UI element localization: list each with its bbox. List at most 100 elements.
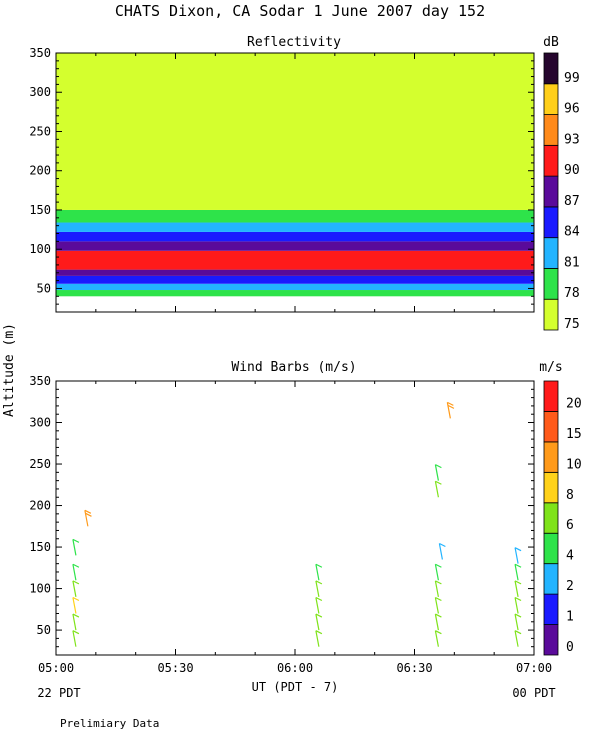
wind-colorbar-swatch bbox=[543, 411, 559, 443]
wind-colorbar-swatch bbox=[543, 593, 559, 625]
wind-barb-staff bbox=[446, 402, 451, 419]
wind-barb-staff bbox=[72, 539, 77, 556]
wind-barb-staff bbox=[514, 580, 519, 597]
wind-title: Wind Barbs (m/s) bbox=[231, 360, 356, 375]
wind-x-tick-label: 06:00 bbox=[277, 661, 313, 675]
refl-layer bbox=[56, 283, 534, 291]
refl-colorbar-swatch bbox=[543, 114, 559, 146]
refl-colorbar-swatch bbox=[543, 52, 559, 85]
wind-barb-feather bbox=[514, 580, 522, 585]
wind-barb-feather bbox=[435, 464, 442, 469]
wind-barb-staff bbox=[315, 630, 320, 647]
wind-barb-staff bbox=[434, 564, 439, 581]
wind-colorbar-swatch bbox=[543, 380, 559, 412]
wind-x-tick-label: 05:00 bbox=[38, 661, 74, 675]
wind-barb-feather bbox=[72, 580, 80, 585]
wind-colorbar-swatch bbox=[543, 441, 559, 473]
wind-barb-staff bbox=[315, 613, 320, 631]
wind-barb bbox=[438, 542, 446, 560]
wind-colorbar-label: 10 bbox=[566, 457, 582, 472]
wind-barb-staff bbox=[434, 630, 439, 647]
wind-barb bbox=[72, 630, 80, 647]
wind-barb-feather bbox=[72, 596, 80, 602]
refl-colorbar-label: 75 bbox=[564, 317, 580, 332]
wind-barb-staff bbox=[315, 597, 320, 614]
wind-barb-staff bbox=[514, 597, 519, 614]
wind-barb-feather bbox=[514, 613, 522, 618]
wind-barb-staff bbox=[434, 481, 439, 498]
wind-colorbar-swatch bbox=[543, 563, 559, 595]
wind-y-tick-label: 150 bbox=[29, 540, 51, 554]
wind-barb-staff bbox=[514, 547, 519, 564]
reflectivity-plot: 50 100 150 200 250 300 350 bbox=[29, 46, 535, 313]
wind-barb-feather bbox=[84, 509, 92, 514]
wind-barb-staff bbox=[514, 613, 519, 631]
wind-barb bbox=[514, 547, 522, 564]
wind-colorbar-label: 15 bbox=[566, 427, 582, 442]
wind-colorbar-label: 1 bbox=[566, 610, 574, 625]
refl-colorbar-swatch bbox=[543, 83, 559, 115]
reflectivity-colorbar: 75 78 81 84 87 90 93 96 99 bbox=[543, 52, 580, 332]
wind-colorbar-label: 6 bbox=[566, 518, 574, 533]
refl-y-tick-label: 100 bbox=[29, 242, 51, 256]
wind-barb-feather bbox=[435, 613, 442, 618]
wind-barb-staff bbox=[438, 543, 443, 560]
wind-colorbar-label: 20 bbox=[566, 396, 582, 411]
wind-barb-staff bbox=[72, 630, 77, 647]
reflectivity-unit: dB bbox=[543, 35, 559, 50]
wind-colorbar-swatch bbox=[543, 502, 559, 534]
refl-y-tick-label: 350 bbox=[29, 46, 51, 60]
wind-barb-staff bbox=[434, 597, 439, 614]
wind-barb-feather bbox=[514, 563, 522, 568]
wind-barb-feather bbox=[435, 563, 442, 568]
wind-barb-feather bbox=[315, 580, 323, 585]
wind-barb bbox=[315, 630, 323, 647]
wind-y-tick-label: 50 bbox=[37, 623, 51, 637]
refl-layer bbox=[56, 250, 534, 270]
refl-colorbar-label: 96 bbox=[564, 102, 580, 117]
refl-y-tick-label: 300 bbox=[29, 85, 51, 99]
wind-barb-feather bbox=[85, 512, 92, 517]
wind-colorbar-label: 0 bbox=[566, 640, 574, 655]
refl-layer bbox=[56, 275, 534, 284]
wind-barb-feather bbox=[435, 480, 442, 485]
refl-colorbar-swatch bbox=[543, 298, 559, 331]
wind-barb bbox=[514, 580, 522, 597]
wind-barb bbox=[434, 480, 442, 498]
wind-barb-staff bbox=[434, 613, 439, 631]
wind-barb-feather bbox=[447, 404, 455, 409]
wind-barb-feather bbox=[514, 596, 522, 602]
wind-unit: m/s bbox=[539, 360, 562, 375]
wind-barb-staff bbox=[434, 580, 439, 597]
wind-barb-feather bbox=[315, 630, 323, 635]
wind-barb-staff bbox=[72, 564, 77, 581]
wind-barb bbox=[315, 580, 323, 597]
wind-barb bbox=[72, 596, 80, 614]
wind-barb-feather bbox=[72, 630, 80, 635]
refl-colorbar-swatch bbox=[543, 237, 559, 269]
refl-layer bbox=[56, 269, 534, 276]
refl-colorbar-swatch bbox=[543, 144, 559, 177]
wind-barb bbox=[514, 596, 522, 614]
wind-x-tick-label: 06:30 bbox=[396, 661, 432, 675]
wind-barb-feather bbox=[315, 596, 323, 602]
wind-barb bbox=[72, 580, 80, 597]
wind-barb bbox=[434, 563, 442, 581]
wind-barb bbox=[72, 538, 80, 556]
wind-colorbar-swatch bbox=[543, 624, 559, 656]
x-end-label: 00 PDT bbox=[512, 686, 555, 700]
refl-layer bbox=[56, 290, 534, 297]
wind-barb-feather bbox=[72, 563, 80, 568]
wind-y-tick-label: 250 bbox=[29, 457, 51, 471]
wind-barb-staff bbox=[72, 597, 77, 614]
wind-barb bbox=[315, 563, 323, 581]
wind-y-tick-label: 100 bbox=[29, 582, 51, 596]
wind-barb-staff bbox=[72, 613, 77, 631]
refl-colorbar-label: 87 bbox=[564, 194, 580, 209]
x-start-label: 22 PDT bbox=[37, 686, 80, 700]
refl-y-tick-label: 50 bbox=[37, 281, 51, 295]
wind-colorbar-swatch bbox=[543, 471, 559, 504]
wind-barb-staff bbox=[84, 510, 89, 527]
x-axis-label: UT (PDT - 7) bbox=[252, 680, 339, 694]
